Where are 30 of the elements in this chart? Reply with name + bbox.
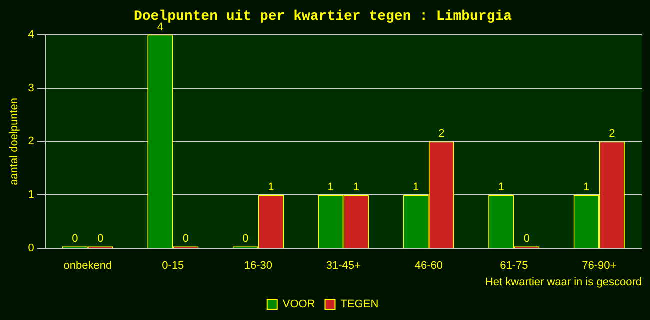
data-label: 0	[98, 233, 104, 246]
legend-label: TEGEN	[340, 298, 379, 311]
data-label: 1	[353, 182, 360, 194]
data-label: 2	[609, 128, 616, 140]
data-label: 0	[524, 233, 530, 246]
x-tick-label: onbekend	[64, 260, 112, 272]
x-axis-title: Het kwartier waar in is gescoord	[485, 276, 642, 288]
data-label: 0	[72, 233, 78, 246]
x-tick-label: 76-90+	[582, 260, 617, 272]
data-label: 0	[182, 233, 190, 246]
x-tick-label: 61-75	[500, 260, 528, 272]
data-label: 2	[438, 128, 445, 140]
y-axis-title: aantal doelpunten	[8, 98, 21, 186]
data-label: 4	[157, 21, 164, 34]
y-tick-label: 3	[28, 82, 34, 94]
x-tick-label: 46-60	[414, 260, 443, 272]
data-label: 1	[268, 182, 274, 194]
y-tick-label: 0	[28, 242, 34, 255]
y-tick-label: 4	[28, 28, 34, 41]
data-label: 1	[498, 182, 504, 194]
data-label: 1	[584, 182, 590, 194]
data-label: 1	[328, 182, 334, 194]
legend-label: VOOR	[282, 298, 316, 311]
y-tick-label: 1	[28, 189, 34, 202]
x-tick-label: 0-15	[162, 260, 184, 272]
x-tick-label: 16-30	[244, 260, 272, 272]
x-tick-label: 31-45+	[326, 260, 361, 272]
data-label: 1	[413, 182, 420, 194]
data-label: 0	[242, 233, 249, 246]
y-tick-label: 2	[28, 136, 34, 148]
